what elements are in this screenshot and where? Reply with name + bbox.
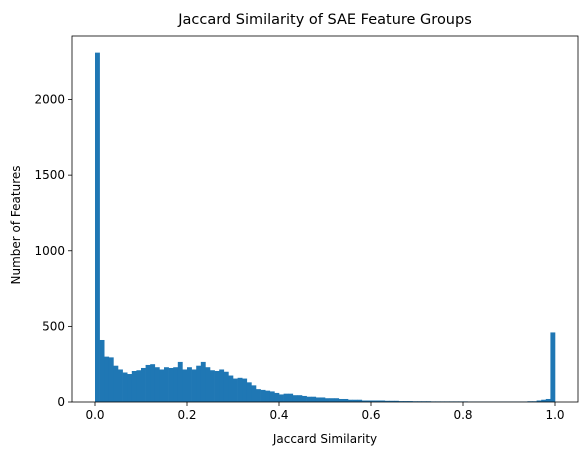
histogram-bar [99, 339, 105, 402]
histogram-bar [214, 371, 220, 402]
histogram-bar [118, 369, 123, 402]
histogram-bar [150, 364, 156, 402]
histogram-bar [210, 370, 215, 402]
histogram-bar [320, 397, 326, 402]
histogram-bar [177, 361, 183, 402]
histogram-bar [196, 365, 202, 402]
histogram-bar [394, 400, 399, 402]
histogram-bar [182, 369, 188, 402]
histogram-bar [136, 370, 142, 402]
histogram-bar [269, 391, 275, 402]
histogram-bar [283, 393, 289, 402]
histogram-bar [228, 375, 234, 402]
x-tick-label: 0.6 [361, 408, 380, 422]
histogram-bar [550, 332, 556, 402]
histogram-bar [159, 369, 165, 402]
histogram-bar [187, 367, 192, 402]
histogram-bar [329, 398, 335, 402]
histogram-bar [173, 367, 179, 402]
histogram-bar [545, 398, 551, 402]
histogram-bar [242, 378, 248, 402]
histogram-bar [398, 401, 404, 402]
histogram-bar [311, 396, 317, 402]
histogram-bar [233, 378, 238, 402]
y-tick-label: 2000 [34, 93, 65, 107]
histogram-bar [325, 398, 330, 402]
histogram-bar [384, 400, 390, 402]
histogram-bar [361, 400, 367, 402]
histogram-bar [352, 399, 358, 402]
histogram-bar [375, 400, 381, 402]
histogram-bar [279, 394, 284, 402]
y-tick-label: 500 [42, 319, 65, 333]
histogram-bar [223, 371, 229, 402]
y-tick-label: 1000 [34, 244, 65, 258]
histogram-bar [113, 365, 119, 402]
x-tick-label: 0.2 [177, 408, 196, 422]
histogram-bar [380, 400, 386, 402]
histogram-bar [131, 371, 137, 402]
histogram-bar [122, 372, 128, 402]
histogram-bar [256, 389, 261, 402]
histogram-bar [154, 367, 160, 402]
histogram-bar [292, 395, 298, 402]
chart-title: Jaccard Similarity of SAE Feature Groups [177, 12, 472, 28]
histogram-bar [219, 369, 225, 402]
histogram-bars [95, 52, 556, 402]
histogram-bar [334, 398, 340, 402]
histogram-bar [306, 396, 312, 402]
histogram-bar [348, 399, 353, 402]
x-tick-label: 1.0 [545, 408, 564, 422]
histogram-bar [315, 397, 321, 402]
histogram-bar [95, 52, 100, 402]
histogram-bar [265, 390, 271, 402]
histogram-bar [403, 401, 409, 402]
histogram-bar [200, 361, 206, 402]
y-axis-ticks: 0 500 1000 1500 2000 [34, 93, 72, 409]
y-axis-label: Number of Features [9, 166, 23, 285]
histogram-bar [145, 364, 151, 402]
histogram-bar [343, 398, 349, 402]
x-axis-label: Jaccard Similarity [272, 432, 377, 446]
x-tick-label: 0.8 [453, 408, 472, 422]
histogram-bar [536, 400, 542, 402]
histogram-bar [246, 382, 252, 402]
histogram-bar [366, 400, 372, 402]
histogram-bar [541, 399, 547, 402]
histogram-bar [389, 400, 395, 402]
histogram-bar [108, 357, 114, 402]
histogram-bar [164, 367, 169, 402]
y-tick-label: 0 [57, 395, 65, 409]
histogram-bar [141, 367, 146, 402]
histogram-bar [274, 392, 280, 402]
x-tick-label: 0.4 [269, 408, 288, 422]
histogram-bar [205, 367, 211, 402]
x-axis-ticks: 0.0 0.2 0.4 0.6 0.8 1.0 [85, 402, 565, 422]
x-tick-label: 0.0 [85, 408, 104, 422]
histogram-bar [297, 395, 303, 402]
histogram-bar [260, 389, 266, 402]
histogram-bar [288, 393, 294, 402]
histogram-bar [407, 401, 413, 402]
histogram-bar [168, 367, 174, 402]
histogram-bar [237, 377, 243, 402]
histogram-bar [338, 398, 344, 402]
histogram-bar [127, 374, 133, 402]
histogram-bar [371, 400, 376, 402]
histogram-bar [104, 356, 110, 402]
histogram-bar [191, 369, 197, 402]
histogram-bar [357, 399, 363, 402]
plot-frame [71, 35, 579, 403]
histogram-bar [302, 395, 307, 402]
y-tick-label: 1500 [34, 168, 65, 182]
histogram-bar [251, 385, 257, 402]
